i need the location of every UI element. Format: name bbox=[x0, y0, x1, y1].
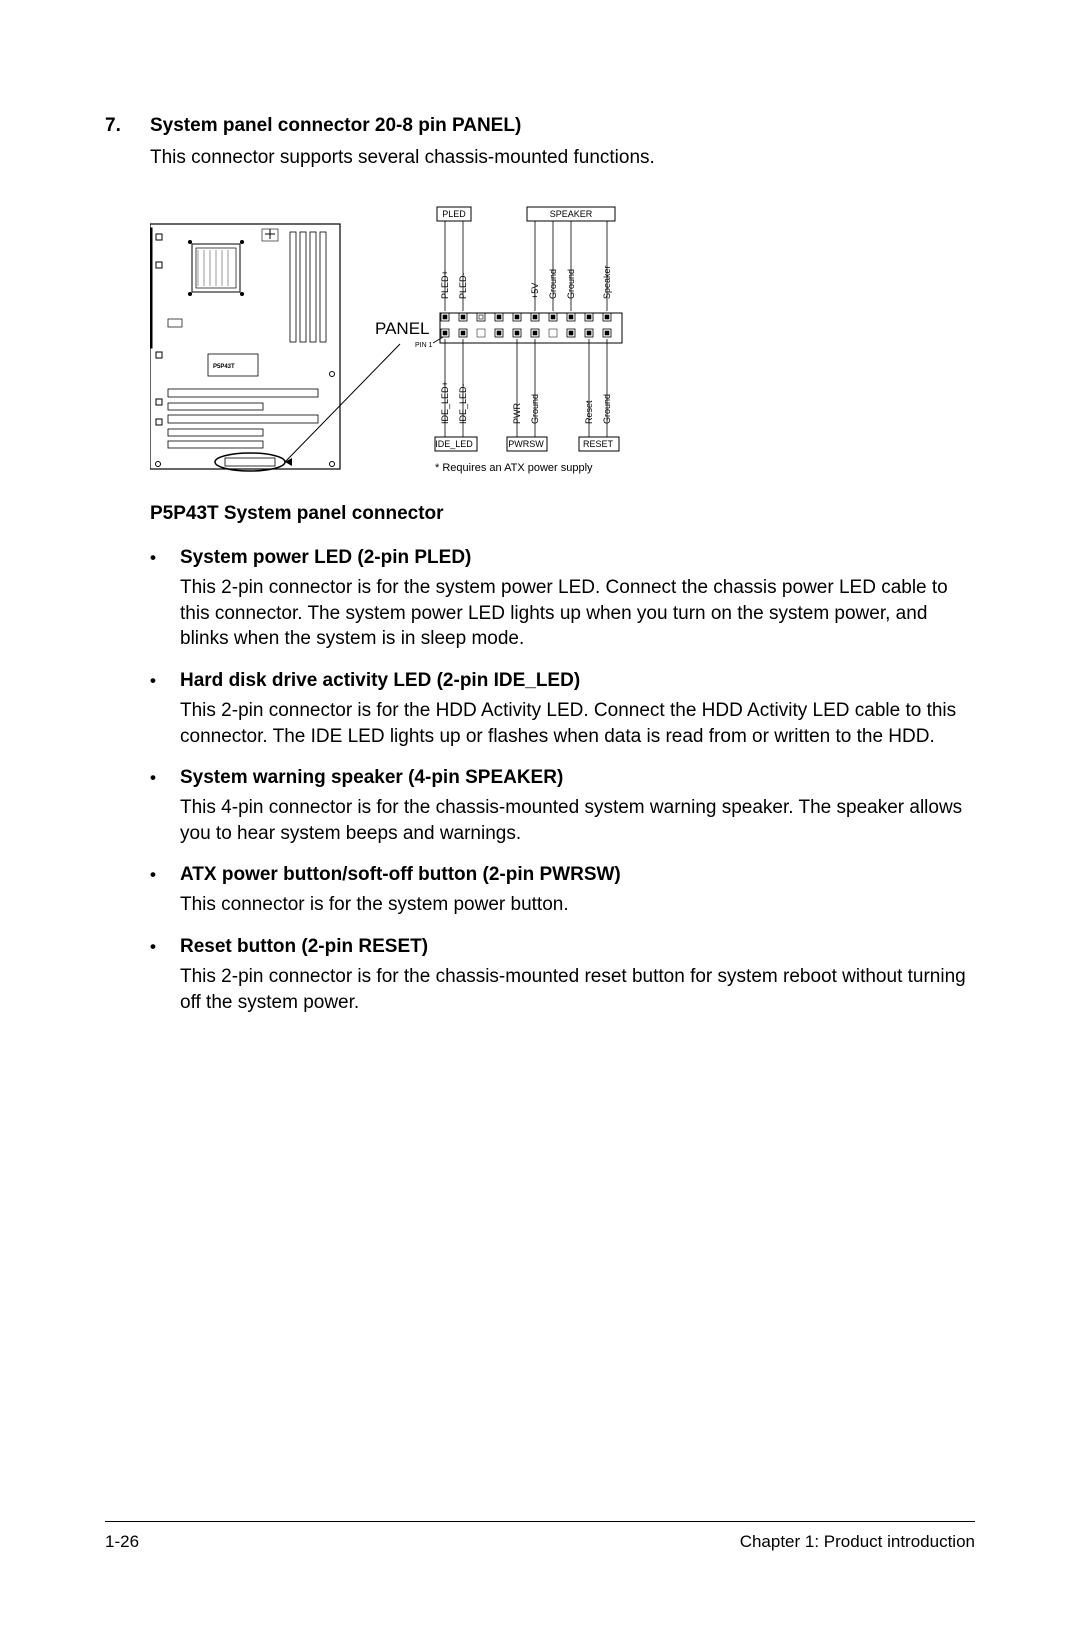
svg-text:SPEAKER: SPEAKER bbox=[550, 209, 593, 219]
bullet-title: System power LED (2-pin PLED) bbox=[180, 547, 471, 569]
svg-text:IDE_LED: IDE_LED bbox=[435, 439, 473, 449]
bullet-title: Reset button (2-pin RESET) bbox=[180, 936, 428, 958]
bullet-list: •System power LED (2-pin PLED)This 2-pin… bbox=[150, 547, 975, 1015]
bullet-mark: • bbox=[150, 937, 180, 957]
svg-text:IDE_LED-: IDE_LED- bbox=[458, 383, 468, 424]
svg-text:PWR: PWR bbox=[512, 403, 522, 424]
section-intro: This connector supports several chassis-… bbox=[150, 147, 975, 169]
section-number: 7. bbox=[105, 115, 150, 137]
bullet-mark: • bbox=[150, 768, 180, 788]
svg-text:PANEL: PANEL bbox=[375, 319, 430, 338]
connector-diagram: P5P43T PANEL PIN 1 PLED SPEAKER PLED+ PLED- +5V… bbox=[150, 199, 975, 489]
bullet-item: •Hard disk drive activity LED (2-pin IDE… bbox=[150, 670, 975, 749]
section-heading: 7. System panel connector 20-8 pin PANEL… bbox=[105, 115, 975, 137]
svg-text:Ground: Ground bbox=[602, 394, 612, 424]
svg-text:PLED: PLED bbox=[442, 209, 466, 219]
bullet-mark: • bbox=[150, 548, 180, 568]
footer-page-number: 1-26 bbox=[105, 1532, 139, 1552]
svg-text:PLED+: PLED+ bbox=[440, 270, 450, 299]
bullet-description: This 4-pin connector is for the chassis-… bbox=[180, 795, 975, 846]
bullet-item: •System warning speaker (4-pin SPEAKER) T… bbox=[150, 767, 975, 846]
svg-text:PIN 1: PIN 1 bbox=[415, 342, 433, 349]
svg-text:Reset: Reset bbox=[584, 400, 594, 424]
bullet-description: This 2-pin connector is for the HDD Acti… bbox=[180, 698, 975, 749]
svg-text:+5V: +5V bbox=[530, 283, 540, 299]
bullet-item: •Reset button (2-pin RESET) This 2-pin co… bbox=[150, 936, 975, 1015]
bullet-description: This 2-pin connector is for the chassis-… bbox=[180, 964, 975, 1015]
svg-text:Ground: Ground bbox=[566, 269, 576, 299]
bullet-mark: • bbox=[150, 865, 180, 885]
svg-text:IDE_LED+: IDE_LED+ bbox=[440, 381, 450, 424]
page-footer: 1-26 Chapter 1: Product introduction bbox=[105, 1521, 975, 1552]
footer-chapter: Chapter 1: Product introduction bbox=[740, 1532, 975, 1552]
diagram-caption: P5P43T System panel connector bbox=[150, 503, 975, 525]
svg-text:Ground: Ground bbox=[530, 394, 540, 424]
bullet-description: This 2-pin connector is for the system p… bbox=[180, 575, 975, 652]
bullet-mark: • bbox=[150, 671, 180, 691]
section-title: System panel connector 20-8 pin PANEL) bbox=[150, 115, 521, 137]
bullet-item: •ATX power button/soft-off button (2-pin… bbox=[150, 864, 975, 918]
bullet-title: ATX power button/soft-off button (2-pin … bbox=[180, 864, 621, 886]
bullet-item: •System power LED (2-pin PLED) This 2-pin… bbox=[150, 547, 975, 652]
svg-text:PWRSW: PWRSW bbox=[508, 439, 544, 449]
bullet-title: System warning speaker (4-pin SPEAKER) bbox=[180, 767, 563, 789]
svg-text:Speaker: Speaker bbox=[602, 265, 612, 299]
svg-text:P5P43T: P5P43T bbox=[213, 364, 235, 370]
svg-text:PLED-: PLED- bbox=[458, 272, 468, 299]
svg-text:RESET: RESET bbox=[583, 439, 614, 449]
bullet-title: Hard disk drive activity LED (2-pin IDE_… bbox=[180, 670, 580, 692]
svg-text:* Requires an ATX power supply: * Requires an ATX power supply bbox=[435, 462, 593, 474]
svg-text:Ground: Ground bbox=[548, 269, 558, 299]
bullet-description: This connector is for the system power b… bbox=[180, 892, 975, 918]
